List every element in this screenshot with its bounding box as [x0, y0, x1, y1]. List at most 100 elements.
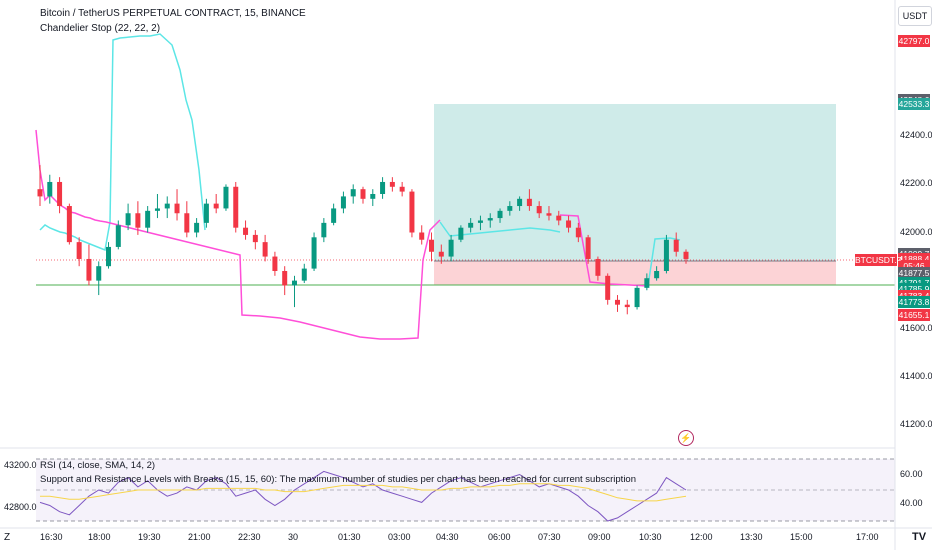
candle-body [614, 299, 620, 305]
time-tick: 17:00 [856, 532, 879, 542]
candle-body [389, 181, 395, 187]
candle-body [301, 268, 307, 281]
candle-body [683, 251, 689, 259]
candles-group [37, 165, 689, 315]
chandelier-stop-short [35, 129, 441, 340]
candle-body [66, 206, 72, 243]
candle-body [125, 213, 131, 226]
candle-body [86, 258, 92, 281]
candle-body [575, 227, 581, 238]
candle-body [213, 203, 219, 209]
candle-body [585, 237, 591, 259]
chandelier-stop-short-2 [559, 214, 649, 287]
currency-button[interactable]: USDT [898, 6, 932, 26]
candle-body [370, 194, 376, 199]
candle-body [624, 304, 630, 308]
price-tag: 41773.8 [898, 295, 930, 308]
candle-body [605, 275, 611, 300]
candle-body [438, 251, 444, 257]
candle-body [526, 198, 532, 207]
candle-body [566, 220, 572, 228]
candle-body [106, 246, 112, 267]
time-tick: 04:30 [436, 532, 459, 542]
time-tick: 18:00 [88, 532, 111, 542]
candle-body [203, 203, 209, 223]
rsi-line [39, 470, 687, 522]
long-position-profit-zone[interactable] [434, 104, 836, 261]
indicator-label[interactable]: Chandelier Stop (22, 22, 2) [40, 23, 161, 34]
candle-body [654, 271, 660, 279]
time-tick: 12:00 [690, 532, 713, 542]
rsi-ma-line [40, 483, 687, 502]
candle-body [252, 234, 258, 243]
sr-label[interactable]: Support and Resistance Levels with Break… [40, 474, 636, 485]
candle-body [380, 181, 386, 194]
candle-body [223, 186, 229, 209]
candle-body [331, 208, 337, 223]
candle-body [243, 227, 249, 235]
candle-body [194, 222, 200, 233]
price-tick: 41400.0 [900, 370, 932, 381]
candle-body [595, 258, 601, 276]
tradingview-logo[interactable]: TV [912, 531, 927, 543]
candle-body [233, 186, 239, 228]
time-tick: 21:00 [188, 532, 211, 542]
candle-body [164, 203, 170, 209]
left-tick-42800: 42800.0 [4, 502, 37, 512]
candle-body [145, 210, 151, 228]
symbol-title[interactable]: Bitcoin / TetherUS PERPETUAL CONTRACT, 1… [40, 8, 306, 19]
candle-body [634, 287, 640, 308]
candle-body [47, 181, 53, 197]
flash-icon[interactable]: ⚡ [678, 430, 694, 446]
candle-body [546, 213, 552, 216]
candle-body [644, 278, 650, 288]
candle-body [429, 239, 435, 252]
candle-body [262, 242, 268, 257]
candle-body [419, 232, 425, 240]
candle-body [497, 210, 503, 219]
long-position-loss-zone[interactable] [434, 261, 836, 285]
price-tag: 42533.3 [898, 98, 930, 111]
rsi-label[interactable]: RSI (14, close, SMA, 14, 2) [40, 460, 156, 471]
candle-body [135, 213, 141, 228]
price-tag: 41655.1 [898, 309, 930, 322]
time-tick: 09:00 [588, 532, 611, 542]
price-tick: 42000.0 [900, 226, 932, 237]
left-tick-43200: 43200.0 [4, 460, 37, 470]
price-tick: 42400.0 [900, 130, 932, 141]
price-tag: 41877.5 [898, 266, 930, 279]
price-tick: 41600.0 [900, 322, 932, 333]
candle-body [477, 220, 483, 223]
price-tag: 42797.0 [898, 34, 930, 47]
candle-body [282, 271, 288, 286]
candle-body [507, 206, 513, 211]
rsi-tick-40: 40.00 [900, 498, 923, 508]
chandelier-stop-long-3 [647, 237, 681, 287]
candle-body [340, 196, 346, 209]
symbol-price-tag: BTCUSDT.P [855, 254, 903, 266]
time-tick: 30 [288, 532, 299, 542]
time-tick: 10:30 [639, 532, 662, 542]
candle-body [37, 189, 43, 197]
candle-body [536, 206, 542, 214]
candle-body [673, 239, 679, 252]
candle-body [174, 203, 180, 214]
candle-body [458, 227, 464, 240]
candle-body [360, 189, 366, 199]
candle-body [57, 181, 63, 207]
time-tick: 07:30 [538, 532, 561, 542]
chandelier-stop-long [39, 33, 206, 252]
candle-body [350, 189, 356, 197]
candle-body [448, 239, 454, 257]
candle-body [184, 213, 190, 233]
price-tick: 42200.0 [900, 178, 932, 189]
time-tick: 16:30 [40, 532, 63, 542]
time-tick: 01:30 [338, 532, 361, 542]
candle-body [291, 280, 297, 286]
time-tick: 03:00 [388, 532, 411, 542]
time-tick: 19:30 [138, 532, 161, 542]
candle-body [487, 218, 493, 221]
candle-body [468, 222, 474, 228]
z-icon[interactable]: Z [4, 532, 11, 543]
